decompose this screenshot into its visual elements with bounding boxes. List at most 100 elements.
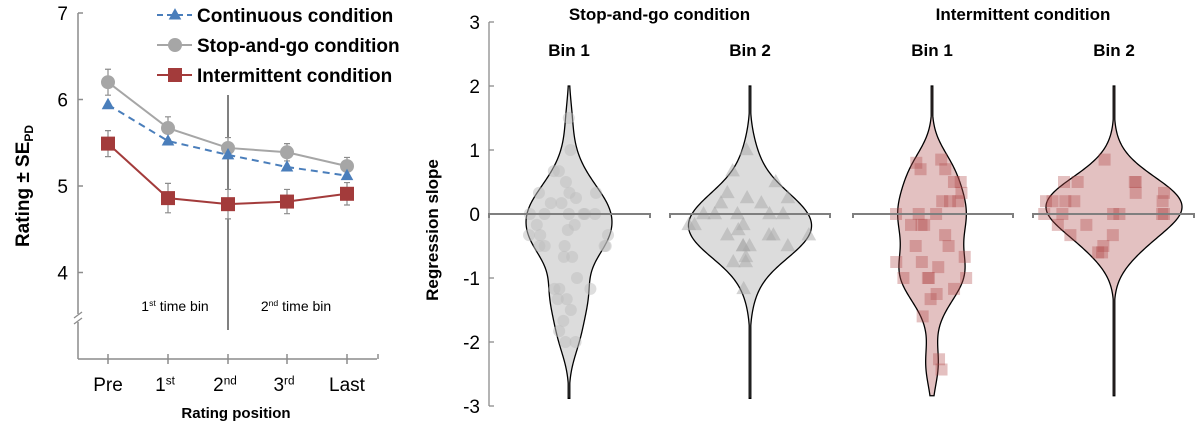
data-point: [161, 134, 175, 146]
slope-point: [944, 195, 957, 208]
x-tick-label-part: 3: [273, 375, 284, 396]
slope-point: [924, 293, 937, 306]
x-tick-label: 2nd: [213, 374, 237, 396]
bin-label: Bin 1: [911, 41, 953, 60]
slope-point: [562, 112, 575, 124]
slope-point: [753, 195, 769, 209]
slope-point: [570, 272, 583, 284]
slope-point: [584, 282, 597, 295]
slope-point: [1106, 229, 1119, 242]
slope-point: [559, 336, 572, 348]
x-tick-label-part: nd: [224, 374, 237, 387]
slope-point: [1058, 176, 1070, 188]
x-tick-label: 3rd: [273, 374, 294, 396]
slope-point: [1068, 195, 1081, 208]
x-tick-label-part: st: [166, 374, 176, 387]
slope-point: [725, 163, 740, 177]
slope-point: [909, 240, 922, 252]
slope-point: [942, 240, 955, 252]
slope-point: [947, 176, 960, 188]
x-tick-label: 1st: [155, 374, 175, 396]
bin-label: Bin 2: [1093, 41, 1135, 60]
slope-point: [538, 240, 551, 252]
slope-point: [558, 240, 571, 252]
group-title: Stop-and-go condition: [569, 5, 750, 24]
slope-point: [548, 282, 561, 295]
slope-point: [713, 195, 729, 209]
legend-label: Stop-and-go condition: [197, 36, 400, 57]
y-tick-label: 2: [469, 77, 480, 98]
slope-point: [544, 197, 557, 210]
slope-point: [955, 186, 968, 199]
time-bin-label-part: 1: [141, 298, 149, 314]
data-point: [280, 160, 294, 172]
slope-point: [915, 256, 928, 268]
slope-point: [958, 250, 971, 263]
slope-point: [1071, 176, 1084, 188]
x-tick-label-part: 2: [213, 375, 224, 396]
slope-point: [762, 205, 777, 220]
legend-marker: [168, 68, 182, 82]
data-point: [101, 75, 115, 90]
slope-point: [725, 253, 741, 268]
slope-point: [905, 218, 918, 231]
y-tick-label: -2: [463, 333, 480, 354]
slope-point: [1051, 218, 1064, 231]
slope-point: [768, 173, 784, 188]
slope-point: [1129, 176, 1142, 188]
slope-point: [720, 227, 735, 241]
x-tick-label-part: 1: [155, 375, 166, 396]
y-tick-label: 5: [57, 177, 68, 198]
slope-point: [1098, 153, 1111, 166]
x-tick-label-part: Last: [329, 375, 366, 396]
bin-label: Bin 2: [729, 41, 771, 60]
slope-point: [921, 272, 934, 284]
slope-point: [1059, 195, 1072, 208]
slope-point: [780, 189, 796, 204]
slope-point: [914, 163, 927, 176]
zero-line: [852, 213, 1014, 218]
axis-break-mark: [73, 311, 83, 319]
slope-point: [933, 353, 946, 366]
y-tick-label: -3: [463, 397, 480, 418]
data-point: [280, 194, 294, 209]
x-tick-label: Pre: [93, 375, 123, 396]
y-tick-label: 3: [469, 13, 480, 34]
slope-point: [930, 288, 943, 300]
slope-point: [954, 176, 967, 188]
slope-point: [555, 197, 568, 210]
y-tick-label: 0: [469, 205, 480, 226]
slope-point: [939, 229, 952, 242]
slope-point: [736, 280, 752, 295]
slope-point: [532, 186, 545, 199]
slope-point: [916, 310, 929, 323]
slope-point: [897, 272, 910, 284]
slope-point: [932, 261, 945, 274]
time-bin-label: 1st time bin: [141, 298, 208, 314]
slope-point: [1128, 176, 1141, 188]
data-point: [101, 97, 115, 110]
slope-point: [801, 227, 817, 241]
slope-point: [890, 256, 903, 268]
slope-point: [738, 253, 754, 268]
slope-point: [1092, 246, 1105, 259]
data-point: [221, 140, 235, 155]
data-point: [161, 191, 175, 206]
slope-point: [602, 229, 615, 242]
slope-point: [761, 227, 777, 241]
zero-line: [669, 213, 831, 218]
slope-point: [1097, 240, 1110, 252]
slope-point: [1158, 186, 1171, 199]
slope-point: [719, 184, 735, 199]
slope-point: [598, 240, 611, 252]
slope-point: [1064, 229, 1077, 242]
data-point: [221, 147, 235, 160]
slope-point: [739, 141, 754, 156]
slope-point: [952, 195, 965, 208]
axis-break-mark: [73, 317, 83, 325]
x-tick-label-part: rd: [284, 374, 294, 387]
violin-body: [1045, 85, 1183, 397]
slope-point: [948, 282, 961, 295]
slope-point: [559, 176, 572, 188]
